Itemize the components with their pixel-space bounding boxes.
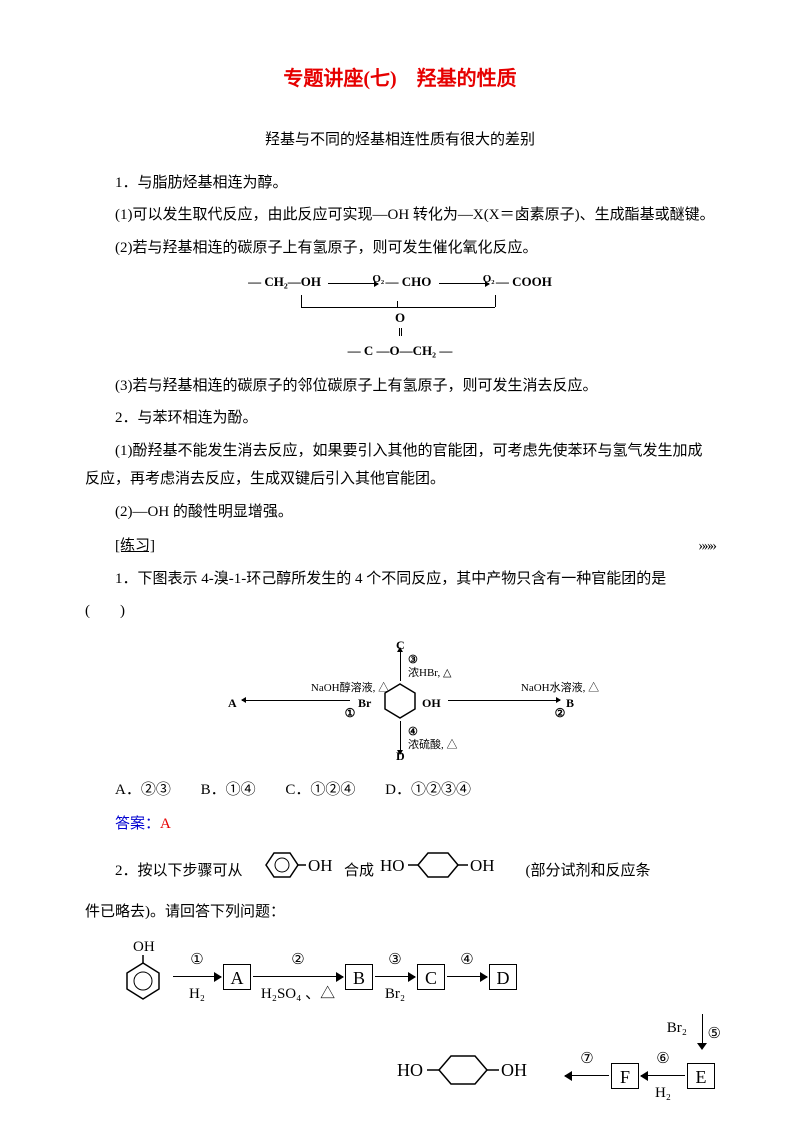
box-f: F <box>611 1063 639 1089</box>
q2-prefix: 2．按以下步骤可从 <box>115 863 243 879</box>
cyclohexanediol-icon: HO OH <box>380 847 520 883</box>
question-1-options: A．②③ B．①④ C．①②④ D．①②③④ <box>85 776 715 805</box>
option-d: D．①②③④ <box>385 782 471 798</box>
answer-line: 答案：A <box>85 810 715 839</box>
section-2-p1: (1)酚羟基不能发生消去反应，如果要引入其他的官能团，可考虑先使苯环与氢气发生加… <box>85 437 715 494</box>
box-b: B <box>345 964 373 990</box>
option-a: A．②③ <box>115 782 171 798</box>
box-e: E <box>687 1063 715 1089</box>
svg-text:OH: OH <box>501 1060 527 1080</box>
section-1-p2: (2)若与羟基相连的碳原子上有氢原子，则可发生催化氧化反应。 <box>85 234 715 263</box>
diagram1-bottom: — C —O—CH₂ — <box>85 339 715 364</box>
oxidation-diagram: — CH₂—OH O₂ — CHO O₂ — COOH O — C —O—CH₂… <box>85 270 715 364</box>
svg-text:OH: OH <box>133 939 155 955</box>
svg-text:HO: HO <box>397 1060 423 1080</box>
synthesis-scheme: OH ①H₂ A ②H₂SO₄ 、△ B ③Br₂ C ④ D Br₂ ⑤ HO… <box>115 939 715 1101</box>
page-title: 专题讲座(七) 羟基的性质 <box>85 60 715 98</box>
box-c: C <box>417 964 445 990</box>
practice-label: [练习] <box>85 532 155 561</box>
phenol-icon: OH <box>248 847 338 883</box>
option-b: B．①④ <box>201 782 256 798</box>
reaction-diagram: Br OH C D A B NaOH醇溶液, △ ① NaOH水溶液, △ ② … <box>85 636 715 766</box>
arrows-icon: »»» <box>699 532 716 561</box>
d2-a: A <box>228 692 237 715</box>
diagram1-double-o: O <box>395 310 405 325</box>
section-1-p3: (3)若与羟基相连的碳原子的邻位碳原子上有氢原子，则可发生消去反应。 <box>85 372 715 401</box>
question-1-text: 1．下图表示 4-溴-1-环己醇所发生的 4 个不同反应，其中产物只含有一种官能… <box>85 565 715 594</box>
section-2-p2: (2)—OH 的酸性明显增强。 <box>85 498 715 527</box>
svg-text:OH: OH <box>470 856 495 875</box>
box-a: A <box>223 964 251 990</box>
q2-line2: 件已略去)。请回答下列问题： <box>85 896 715 929</box>
option-c: C．①②④ <box>285 782 355 798</box>
subtitle: 羟基与不同的烃基相连性质有很大的差别 <box>85 126 715 155</box>
q2-mid: 合成 <box>344 863 374 879</box>
answer-value: A <box>160 816 171 832</box>
question-2: 2．按以下步骤可从 OH 合成 HO OH (部分试剂和反应条 件已略去)。请回… <box>85 847 715 929</box>
section-1-p1: (1)可以发生取代反应，由此反应可实现—OH 转化为—X(X＝卤素原子)、生成酯… <box>85 201 715 230</box>
section-2-heading: 2．与苯环相连为酚。 <box>85 404 715 433</box>
product-diol-icon: HO OH <box>397 1050 563 1090</box>
q2-suffix: (部分试剂和反应条 <box>526 863 651 879</box>
diagram1-left: — CH₂—OH <box>244 270 325 295</box>
svg-text:OH: OH <box>308 856 333 875</box>
d2-oh: OH <box>422 692 441 715</box>
question-1-paren: ( ) <box>85 597 715 626</box>
svg-text:HO: HO <box>380 856 405 875</box>
section-1-heading: 1．与脂肪烃基相连为醇。 <box>85 169 715 198</box>
answer-label: 答案： <box>115 816 160 832</box>
phenol-start-icon: OH <box>115 939 171 1003</box>
practice-header: [练习] »»» <box>85 532 715 561</box>
box-d: D <box>489 964 517 990</box>
